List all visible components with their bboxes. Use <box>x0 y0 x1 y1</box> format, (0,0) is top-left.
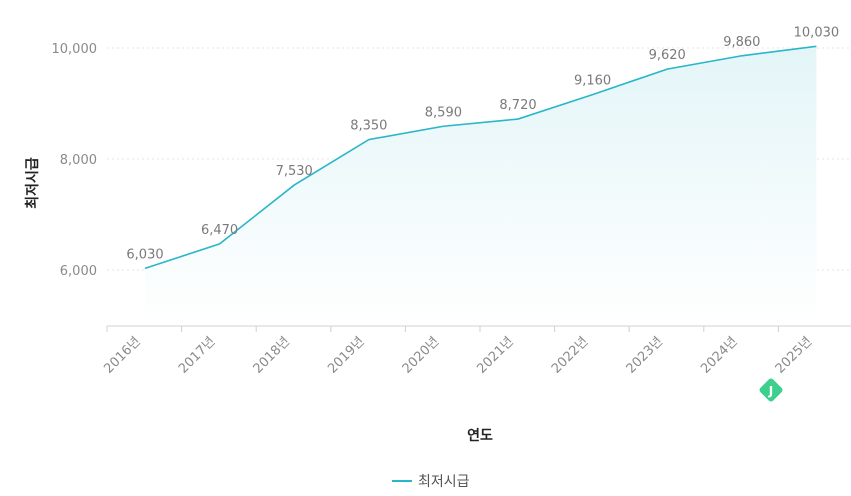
data-label: 10,030 <box>794 25 840 40</box>
series-line-path[interactable] <box>144 45 817 270</box>
x-tick-label: 2022년 <box>549 334 591 376</box>
data-label: 8,720 <box>499 98 536 113</box>
badge-text: J <box>768 384 773 398</box>
data-label: 9,620 <box>649 48 686 63</box>
y-tick-label: 10,000 <box>52 42 98 57</box>
x-tick-label: 2019년 <box>325 334 367 376</box>
area-fill <box>145 46 817 327</box>
x-tick-label: 2017년 <box>176 334 218 376</box>
data-label: 7,530 <box>276 164 313 179</box>
x-tick-label: 2025년 <box>773 334 815 376</box>
legend-label: 최저시급 <box>418 474 470 490</box>
y-tick-label: 8,000 <box>60 153 97 168</box>
x-tick-label: 2016년 <box>101 334 143 376</box>
data-label: 6,030 <box>126 247 163 262</box>
x-axis <box>106 325 851 332</box>
green-diamond-badge-icon[interactable]: J <box>758 377 783 402</box>
data-label: 8,590 <box>425 105 462 120</box>
y-tick-label: 6,000 <box>60 264 97 279</box>
x-axis-ticks: 2016년 2017년 2018년 2019년 2020년 2021년 2022년 2023년… <box>101 334 815 376</box>
x-axis-title: 연도 <box>467 428 493 444</box>
y-axis-ticks: 6,000 8,000 10,000 <box>52 42 98 279</box>
data-label: 9,160 <box>574 74 611 89</box>
legend[interactable]: 최저시급 <box>392 474 470 490</box>
y-axis-title: 최저시급 <box>25 157 41 209</box>
x-tick-label: 2021년 <box>474 334 516 376</box>
data-label: 9,860 <box>723 35 760 50</box>
x-tick-label: 2024년 <box>698 334 740 376</box>
series-area <box>145 46 817 327</box>
series-line[interactable] <box>144 45 817 270</box>
data-labels: 6,030 6,470 7,530 8,350 8,590 8,720 9,160 9,620… <box>126 25 839 262</box>
data-label: 6,470 <box>201 223 238 238</box>
data-label: 8,350 <box>350 119 387 134</box>
x-tick-label: 2020년 <box>400 334 442 376</box>
x-tick-label: 2023년 <box>624 334 666 376</box>
x-tick-label: 2018년 <box>251 334 293 376</box>
